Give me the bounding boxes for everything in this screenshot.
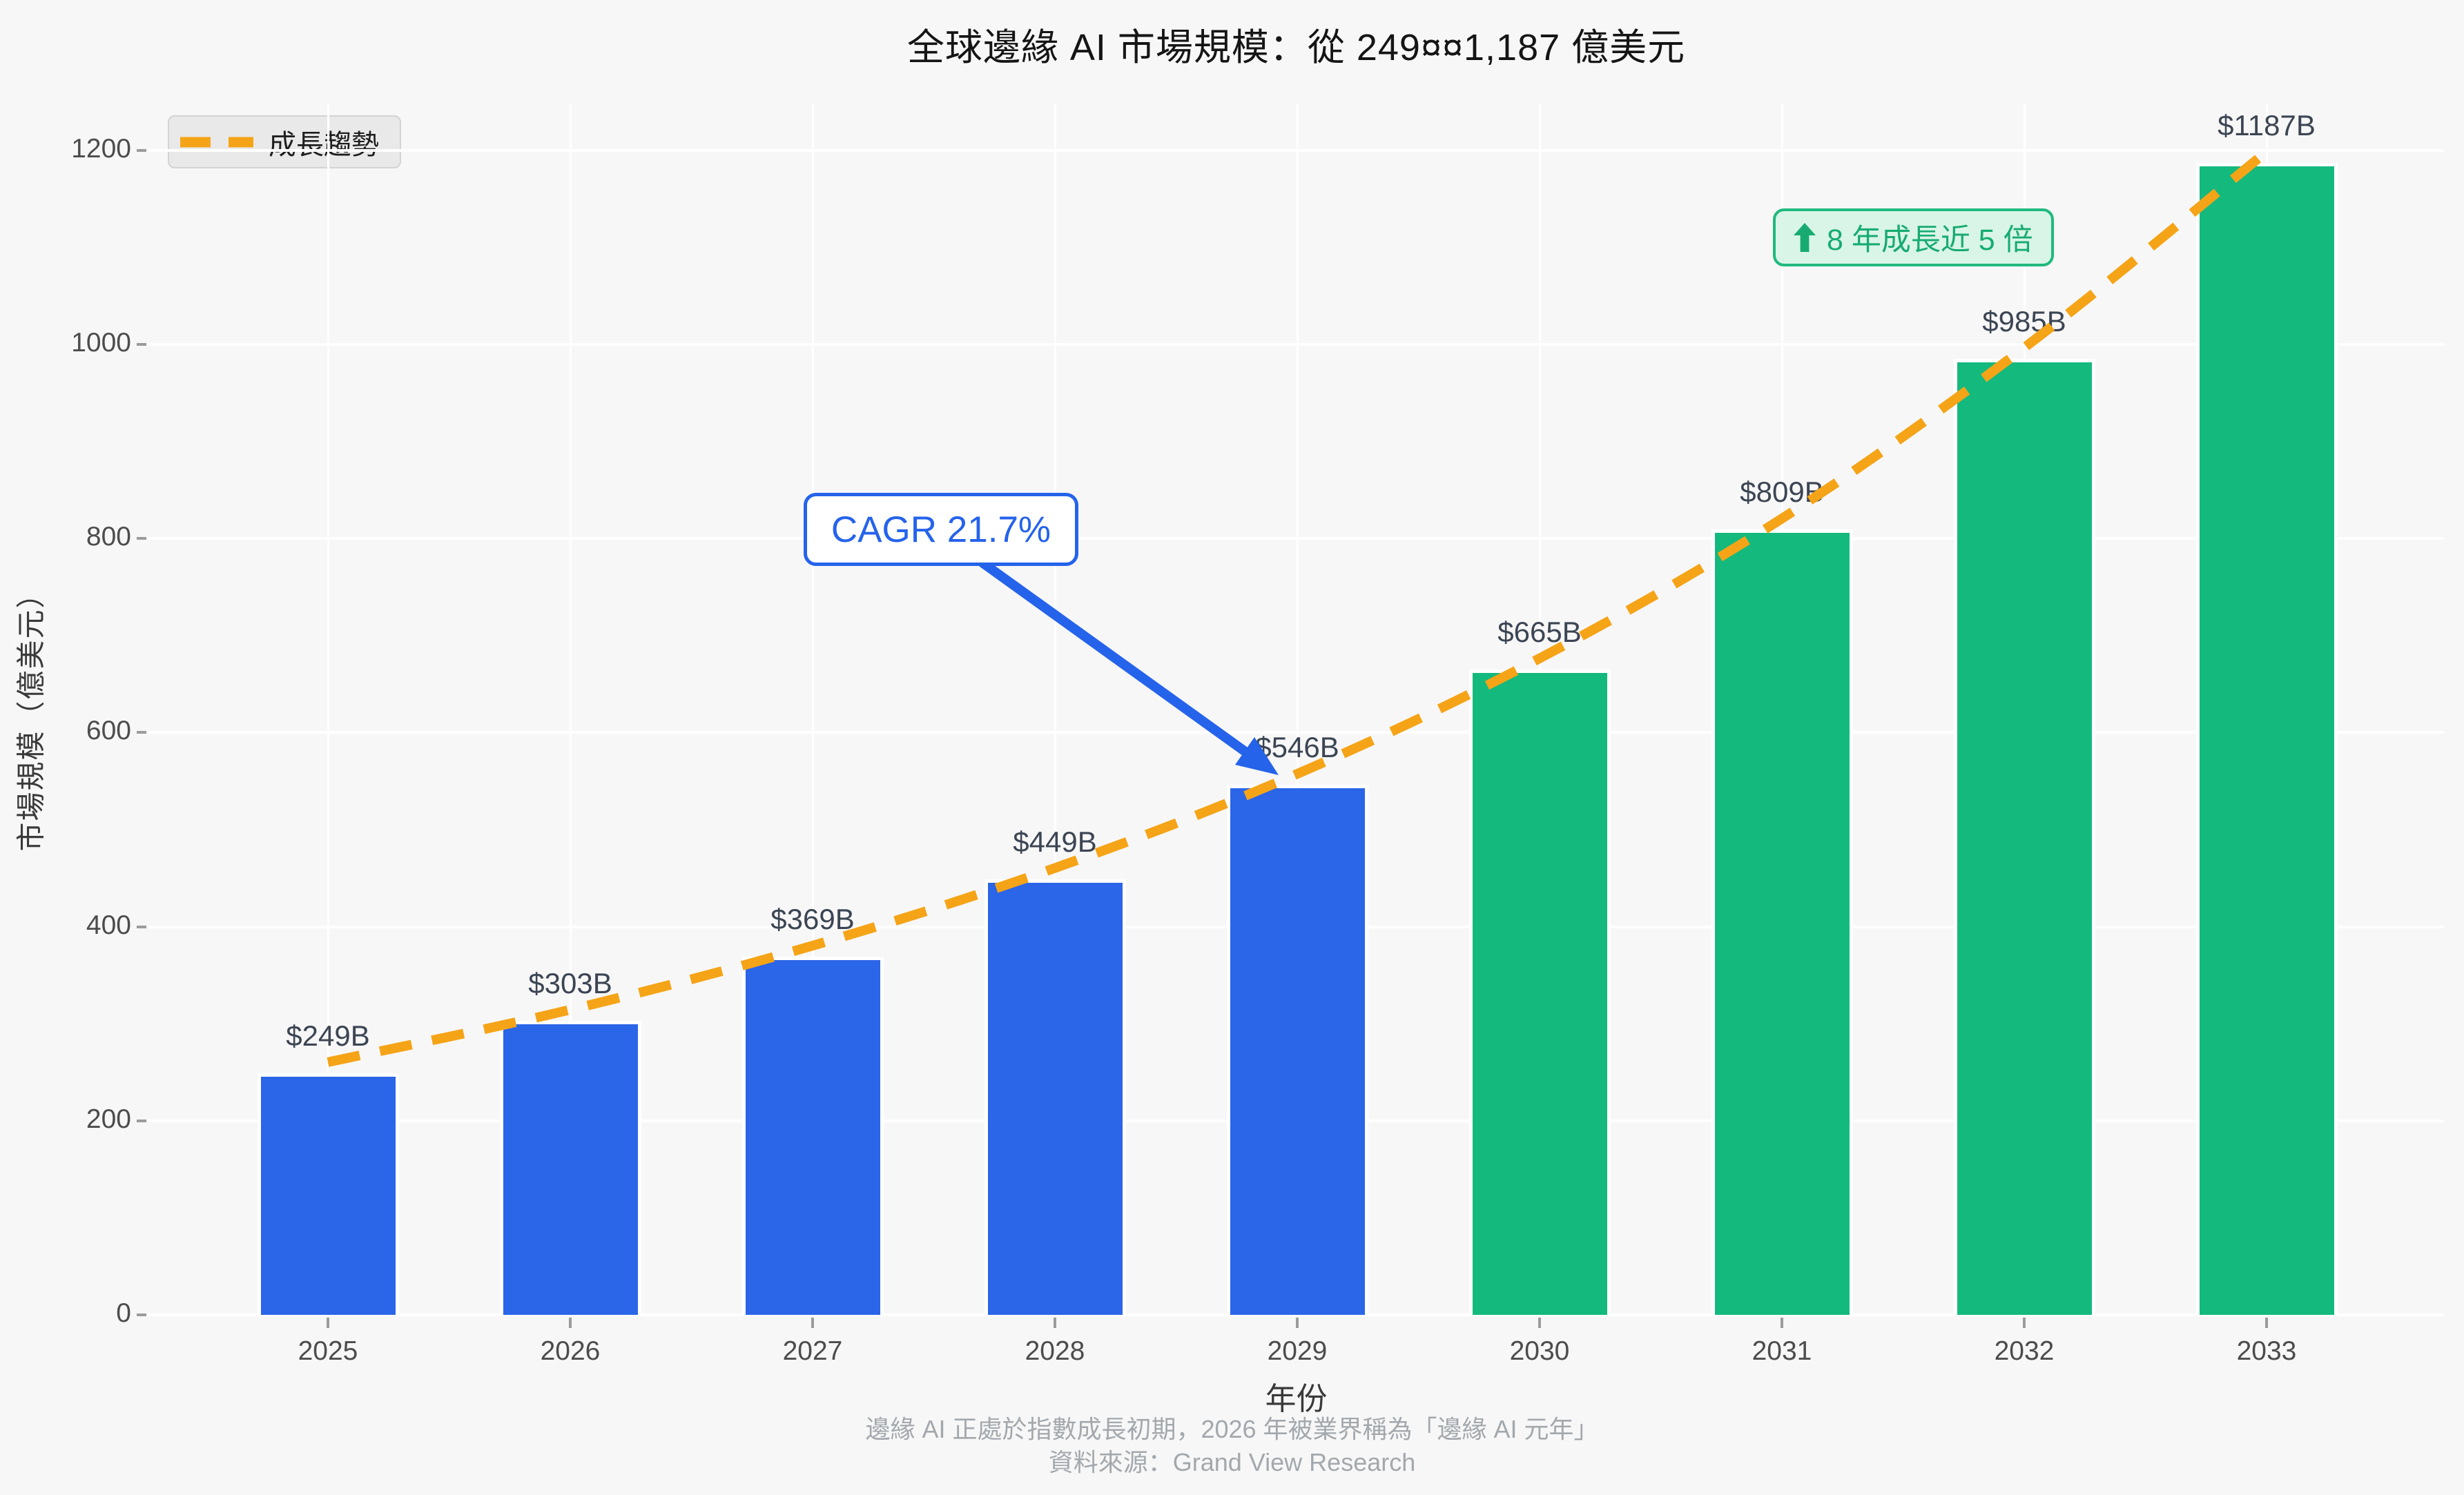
bar-value-label: $809B — [1740, 476, 1824, 509]
x-tick-mark — [1054, 1318, 1056, 1328]
bar — [1711, 529, 1853, 1315]
bar-value-label: $249B — [286, 1019, 370, 1052]
x-gridline — [569, 104, 572, 1315]
x-gridline — [1054, 104, 1056, 1315]
x-axis-title: 年份 — [1265, 1381, 1328, 1416]
x-gridline — [327, 104, 329, 1315]
bar — [2195, 162, 2338, 1315]
cagr-annotation: CAGR 21.7% — [804, 493, 1078, 566]
y-tick-mark — [137, 148, 146, 152]
x-tick-mark — [2265, 1318, 2268, 1328]
bar-value-label: $303B — [528, 966, 612, 999]
x-tick-label: 2033 — [2236, 1336, 2297, 1366]
x-gridline — [811, 104, 814, 1315]
legend-label: 成長趨勢 — [269, 129, 379, 160]
x-tick-label: 2026 — [540, 1336, 601, 1366]
x-tick-mark — [1538, 1318, 1541, 1328]
y-tick-label: 1000 — [71, 327, 131, 358]
x-tick-mark — [327, 1318, 329, 1328]
x-tick-label: 2032 — [1994, 1336, 2055, 1366]
x-tick-label: 2029 — [1267, 1336, 1328, 1366]
bar — [257, 1073, 399, 1315]
x-tick-label: 2028 — [1025, 1336, 1085, 1366]
bar-value-label: $665B — [1497, 615, 1582, 648]
y-tick-mark — [137, 925, 146, 928]
x-tick-mark — [569, 1318, 572, 1328]
dashed-line-icon — [180, 137, 253, 147]
arrow-up-icon — [1794, 223, 1816, 252]
x-tick-label: 2025 — [298, 1336, 358, 1366]
y-tick-mark — [137, 537, 146, 540]
x-tick-label: 2027 — [782, 1336, 843, 1366]
y-tick-mark — [137, 731, 146, 734]
bar-value-label: $546B — [1255, 731, 1339, 764]
y-tick-label: 600 — [86, 716, 131, 746]
x-tick-label: 2031 — [1752, 1336, 1812, 1366]
cagr-arrowhead-icon — [1235, 737, 1279, 775]
y-tick-mark — [137, 1119, 146, 1122]
bar — [1226, 785, 1368, 1315]
bar-value-label: $449B — [1013, 825, 1097, 858]
x-tick-mark — [1296, 1318, 1299, 1328]
y-tick-label: 1200 — [71, 133, 131, 164]
y-gridline — [148, 1313, 2444, 1316]
y-tick-label: 800 — [86, 522, 131, 551]
y-tick-label: 400 — [86, 910, 131, 940]
bar — [984, 879, 1126, 1315]
growth-badge-text: 8 年成長近 5 倍 — [1827, 224, 2033, 257]
y-tick-label: 200 — [86, 1104, 131, 1134]
y-tick-mark — [137, 342, 146, 346]
x-gridline — [1296, 104, 1299, 1315]
x-tick-mark — [1781, 1318, 1783, 1328]
x-tick-mark — [811, 1318, 814, 1328]
bar — [499, 1020, 641, 1315]
cagr-annotation-text: CAGR 21.7% — [831, 509, 1051, 550]
x-tick-label: 2030 — [1509, 1336, 1570, 1366]
bar — [741, 957, 884, 1315]
bar — [1953, 358, 2095, 1315]
x-tick-mark — [2023, 1318, 2026, 1328]
legend: 成長趨勢 — [168, 115, 401, 168]
cagr-arrow-line — [978, 558, 1256, 761]
y-tick-mark — [137, 1313, 146, 1316]
chart-title: 全球邊緣 AI 市場規模：從 249¤¤1,187 億美元 — [906, 27, 1686, 68]
footnote-line1: 邊緣 AI 正處於指數成長初期，2026 年被業界稱為「邊緣 AI 元年」 — [865, 1415, 1599, 1443]
footnote-line2: 資料來源：Grand View Research — [1048, 1448, 1416, 1476]
bar-value-label: $369B — [770, 903, 855, 936]
bar-value-label: $1187B — [2218, 108, 2316, 141]
growth-badge: 8 年成長近 5 倍 — [1773, 208, 2054, 266]
trend-line-path — [327, 148, 2270, 1067]
y-tick-label: 0 — [116, 1298, 131, 1328]
bar — [1468, 669, 1611, 1315]
